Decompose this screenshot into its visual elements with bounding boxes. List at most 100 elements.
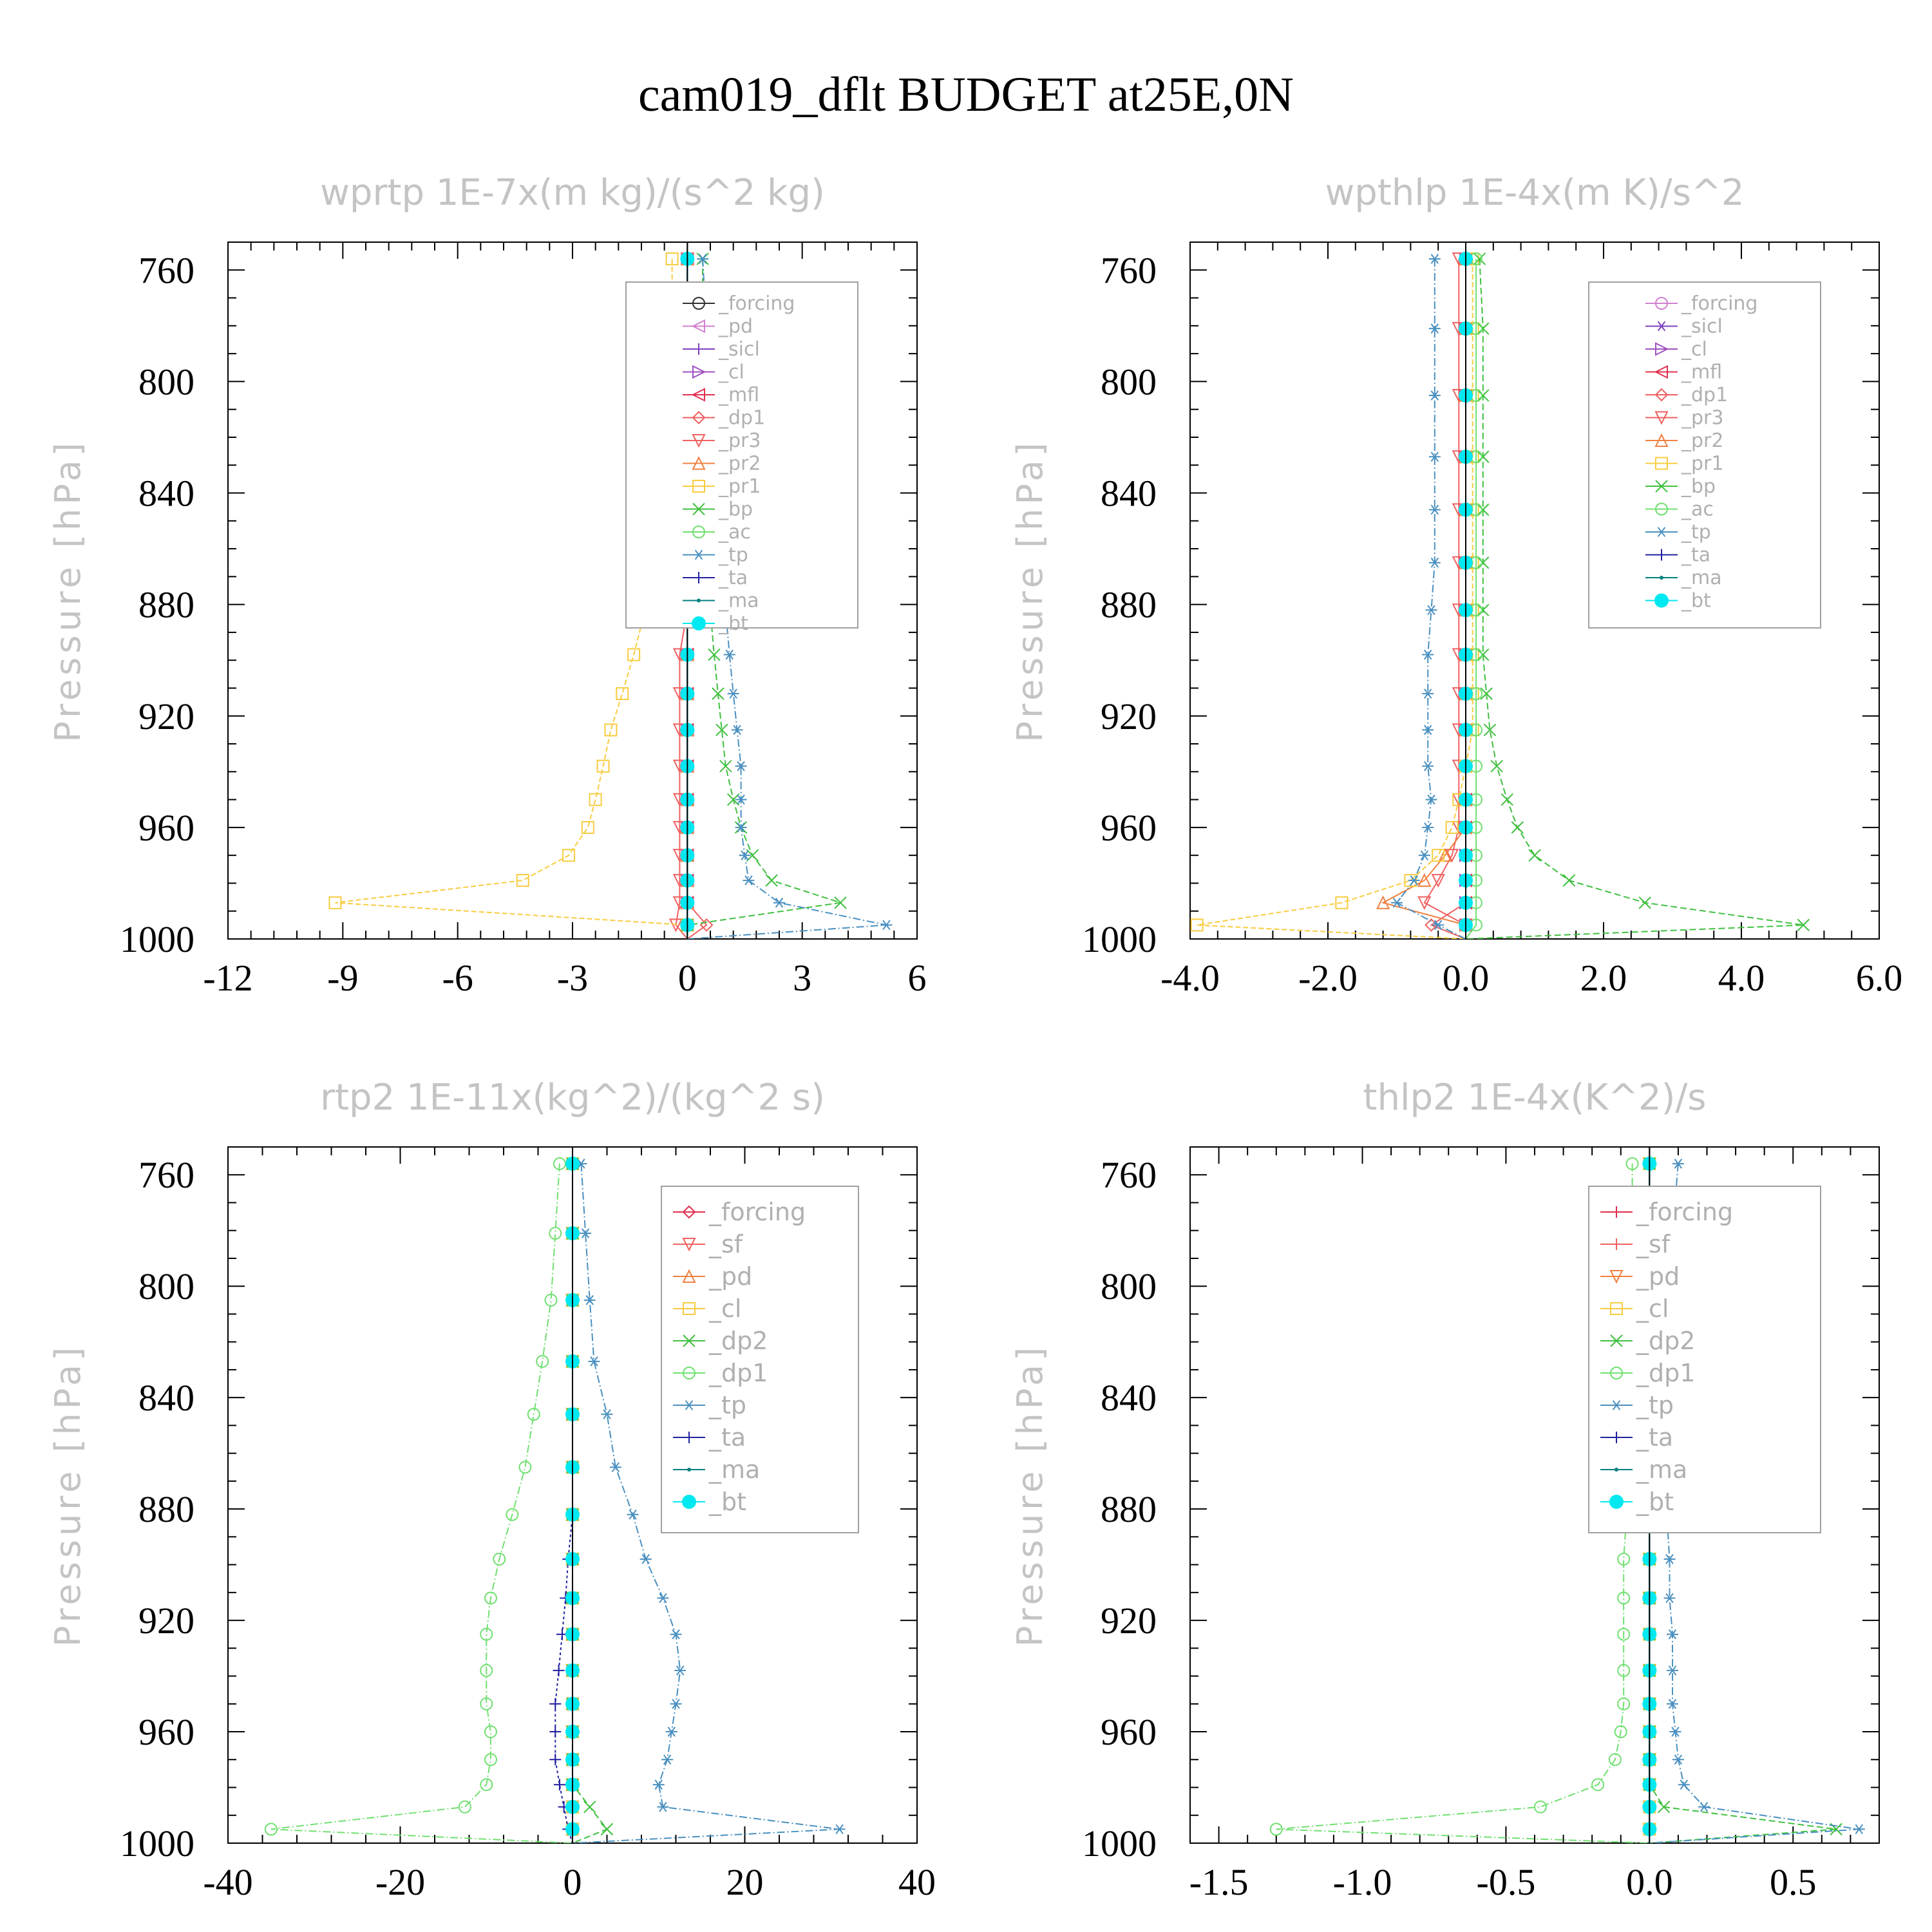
data-point (627, 648, 641, 661)
data-point (1657, 1801, 1671, 1814)
data-point (746, 849, 759, 862)
legend-item: _ta (1600, 1423, 1673, 1452)
data-point (562, 849, 576, 862)
data-point (627, 1509, 639, 1520)
legend-label: _mfl (1681, 361, 1722, 384)
data-point (1422, 724, 1434, 735)
data-point (1672, 1159, 1684, 1169)
series-pr1 (1190, 252, 1479, 939)
legend-item: _bt (673, 1488, 746, 1516)
legend-label: _bt (1636, 1488, 1674, 1516)
data-point (1591, 1778, 1605, 1792)
legend-item: _ma (673, 1455, 760, 1484)
y-axis-label: Pressure [hPa] (48, 439, 88, 742)
legend-item: _pd (673, 1262, 752, 1291)
legend-label: _sicl (1681, 316, 1723, 338)
data-point (715, 723, 728, 737)
legend-item: _pr1 (683, 475, 761, 498)
legend-item: _dp2 (1600, 1327, 1695, 1355)
legend-item: _forcing (683, 292, 795, 315)
data-point (1269, 1823, 1283, 1836)
y-tick-label: 1000 (1082, 1823, 1157, 1864)
legend-label: _pr1 (718, 475, 761, 498)
data-point (549, 1726, 562, 1738)
legend-box (1588, 1186, 1821, 1533)
legend-item: _pr2 (1645, 430, 1723, 452)
x-tick-label: 0.0 (1626, 1861, 1673, 1903)
legend-label: _bp (718, 498, 753, 521)
data-point (1417, 896, 1432, 910)
data-point (553, 1779, 565, 1791)
data-point (1797, 918, 1810, 932)
series-line (1423, 259, 1466, 939)
legend-label: _mfl (718, 384, 759, 406)
data-point (743, 875, 755, 886)
legend-item: _tp (1645, 521, 1711, 544)
y-tick-label: 880 (138, 584, 194, 626)
series-line (1465, 258, 1804, 939)
legend-item: _bt (1600, 1488, 1674, 1516)
data-point (739, 850, 751, 860)
legend-label: _pr1 (1681, 453, 1723, 475)
legend-item: _sicl (1645, 316, 1723, 338)
data-point (1422, 822, 1434, 833)
data-point (1477, 322, 1490, 335)
legend-item: _bp (1645, 475, 1716, 498)
y-tick-label: 760 (138, 249, 194, 291)
figure-title: cam019_dflt BUDGET at25E,0N (638, 68, 1294, 122)
data-point (670, 1629, 682, 1640)
data-point (1617, 1663, 1631, 1677)
data-point (657, 1593, 669, 1604)
legend-item: _forcing (673, 1198, 806, 1226)
legend-label: _dp2 (1636, 1327, 1695, 1355)
legend-item: _cl (1600, 1294, 1669, 1323)
y-tick-label: 920 (138, 1600, 194, 1642)
legend: _forcing_pd_sicl_cl_mfl_dp1_pr3_pr2_pr1_… (625, 281, 858, 635)
legend-item: _tp (1600, 1391, 1674, 1419)
legend-label: _dp1 (718, 407, 765, 430)
data-point (765, 874, 778, 887)
y-axis-label: Pressure [hPa] (1010, 439, 1050, 742)
legend-label: _ma (1681, 567, 1722, 589)
legend-label: _ac (1681, 498, 1714, 521)
y-tick-label: 760 (1101, 1154, 1157, 1196)
data-point (1477, 603, 1490, 617)
data-point (1853, 1824, 1865, 1835)
x-tick-label: -9 (327, 957, 358, 999)
y-tick-label: 1000 (1082, 918, 1157, 960)
data-point (553, 1664, 565, 1676)
legend-label: _bp (1681, 475, 1716, 498)
data-point (1477, 503, 1490, 516)
data-point (480, 1778, 493, 1792)
data-point (1667, 1665, 1678, 1676)
data-point (549, 1754, 562, 1766)
panel-title: wpthlp 1E-4x(m K)/s^2 (1325, 172, 1744, 214)
legend-label: _sicl (718, 338, 760, 361)
y-tick-label: 1000 (120, 1823, 194, 1864)
data-point (665, 252, 679, 265)
data-point (712, 687, 724, 700)
data-point (580, 1228, 592, 1238)
data-point (581, 820, 594, 834)
data-point (480, 1663, 493, 1677)
data-point (1698, 1801, 1710, 1812)
data-point (1190, 918, 1204, 932)
data-point (1444, 849, 1459, 863)
data-point (665, 1727, 677, 1737)
data-point (1617, 1627, 1631, 1641)
legend-item: _pr2 (683, 453, 761, 475)
data-point (723, 649, 735, 660)
legend-item: _forcing (1645, 292, 1757, 315)
series-bp (1465, 252, 1810, 939)
legend-label: _pr2 (1681, 430, 1723, 452)
legend-label: _ta (708, 1423, 746, 1452)
data-point (1617, 1697, 1631, 1710)
legend-item: _forcing (1600, 1198, 1733, 1226)
series-tp (572, 1159, 846, 1843)
legend-item: _bt (1645, 590, 1711, 612)
legend-item: _ac (683, 521, 751, 544)
y-tick-label: 760 (1101, 249, 1157, 291)
data-point (735, 761, 747, 772)
data-point (1417, 873, 1432, 887)
x-tick-label: 0.0 (1443, 957, 1490, 999)
